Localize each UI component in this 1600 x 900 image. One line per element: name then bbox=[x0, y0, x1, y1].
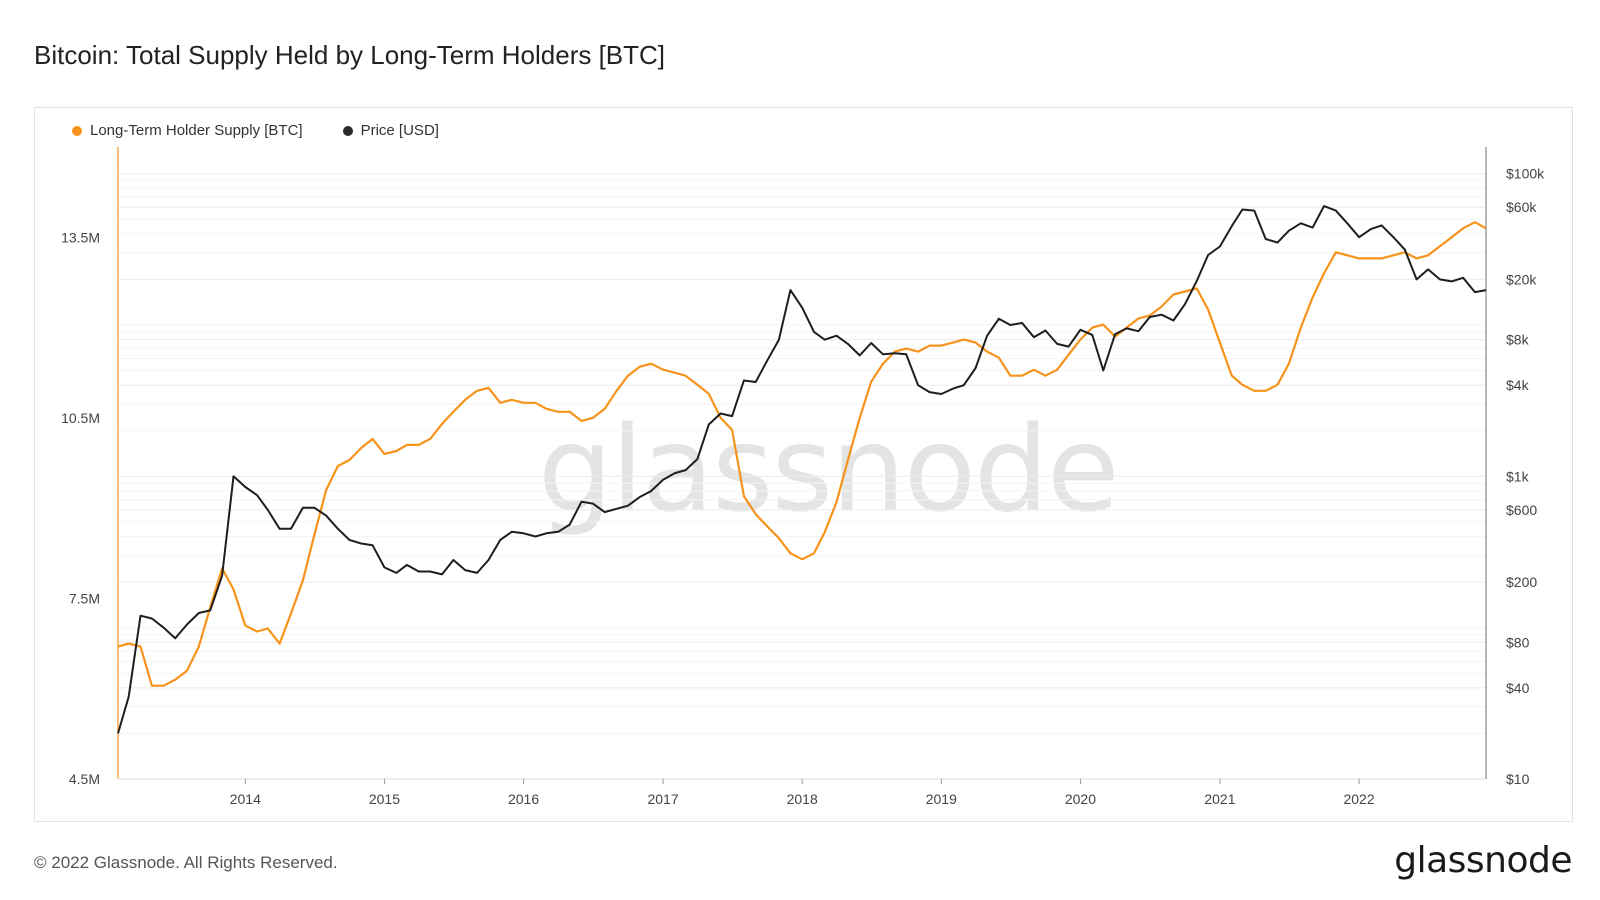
y-left-tick-label: 4.5M bbox=[69, 771, 100, 787]
x-tick-label: 2020 bbox=[1065, 791, 1096, 807]
legend-item-supply[interactable]: Long-Term Holder Supply [BTC] bbox=[72, 122, 303, 139]
series-line-long-term-holder-supply bbox=[117, 221, 1487, 687]
y-left-tick-label: 7.5M bbox=[69, 590, 100, 606]
x-tick-label: 2015 bbox=[369, 791, 400, 807]
y-right-tick-label: $60k bbox=[1506, 199, 1537, 215]
legend-label-supply: Long-Term Holder Supply [BTC] bbox=[90, 122, 303, 139]
legend-label-price: Price [USD] bbox=[360, 122, 439, 139]
x-tick-label: 2022 bbox=[1343, 791, 1374, 807]
y-right-tick-label: $100k bbox=[1506, 166, 1545, 182]
x-tick-label: 2021 bbox=[1204, 791, 1235, 807]
copyright-footer: © 2022 Glassnode. All Rights Reserved. bbox=[34, 853, 338, 872]
y-right-tick-label: $200 bbox=[1506, 574, 1537, 590]
x-tick-label: 2019 bbox=[926, 791, 957, 807]
x-tick-label: 2016 bbox=[508, 791, 539, 807]
x-tick-label: 2017 bbox=[647, 791, 678, 807]
legend-dot-price bbox=[342, 125, 353, 136]
y-right-tick-label: $10 bbox=[1506, 771, 1530, 787]
x-tick-label: 2018 bbox=[787, 791, 818, 807]
glassnode-logo[interactable]: glassnode bbox=[1394, 840, 1572, 881]
series-line-price bbox=[117, 205, 1487, 734]
y-left-tick-label: 10.5M bbox=[61, 410, 100, 426]
y-left-tick-label: 13.5M bbox=[61, 229, 100, 245]
y-right-tick-label: $600 bbox=[1506, 502, 1537, 518]
y-right-tick-label: $8k bbox=[1506, 332, 1530, 348]
x-tick-label: 2014 bbox=[230, 791, 261, 807]
chart-title: Bitcoin: Total Supply Held by Long-Term … bbox=[34, 40, 666, 70]
legend: Long-Term Holder Supply [BTC] Price [USD… bbox=[72, 122, 439, 139]
y-right-tick-label: $4k bbox=[1506, 377, 1530, 393]
y-right-tick-label: $1k bbox=[1506, 468, 1530, 484]
legend-dot-supply bbox=[72, 125, 82, 136]
y-right-tick-label: $40 bbox=[1506, 680, 1530, 696]
y-right-tick-label: $20k bbox=[1506, 271, 1537, 287]
y-right-tick-label: $80 bbox=[1506, 634, 1530, 650]
chart-panel bbox=[34, 107, 1573, 822]
legend-item-price[interactable]: Price [USD] bbox=[342, 122, 439, 139]
